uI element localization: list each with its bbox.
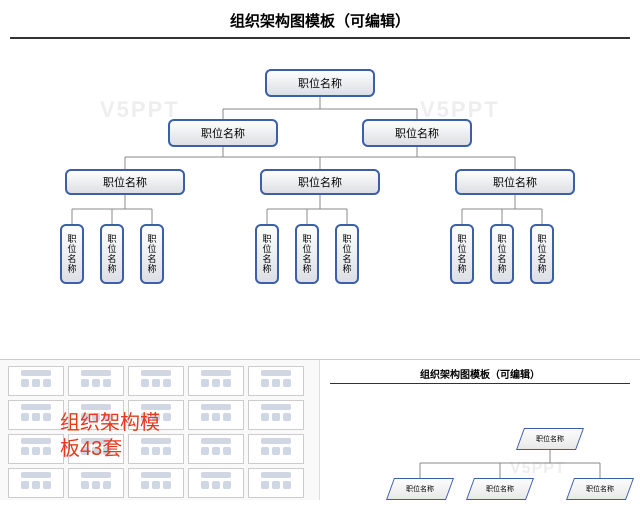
thumbnail[interactable] <box>248 434 304 464</box>
thumbnail[interactable] <box>188 468 244 498</box>
org-node: 职位名称 <box>140 224 164 284</box>
org-node: 职位名称 <box>455 169 575 195</box>
thumbnail[interactable] <box>8 468 64 498</box>
thumbnail[interactable] <box>248 366 304 396</box>
thumbnail[interactable] <box>128 366 184 396</box>
thumbnail[interactable] <box>188 366 244 396</box>
org-node: 职位名称 <box>335 224 359 284</box>
preview2-title: 组织架构图模板（可编辑） <box>320 360 640 383</box>
watermark: V5PPT <box>100 97 180 123</box>
thumbnail[interactable] <box>128 468 184 498</box>
org-node: 职位名称 <box>255 224 279 284</box>
org-chart: V5PPT V5PPT 职位名称职位名称职位名称职位名称职位名称职位名称职位名称… <box>0 39 640 359</box>
thumbnail[interactable] <box>248 468 304 498</box>
org-node: 职位名称 <box>60 224 84 284</box>
thumbnail[interactable] <box>188 434 244 464</box>
org-node: 职位名称 <box>65 169 185 195</box>
thumbnail[interactable] <box>68 366 124 396</box>
org-node: 职位名称 <box>260 169 380 195</box>
thumbnail[interactable] <box>68 468 124 498</box>
thumbnail[interactable] <box>8 366 64 396</box>
thumbnail[interactable] <box>188 400 244 430</box>
preview2-node: 职位名称 <box>516 428 584 450</box>
org-node: 职位名称 <box>450 224 474 284</box>
page-title: 组织架构图模板（可编辑） <box>0 0 640 37</box>
thumbnail[interactable] <box>248 400 304 430</box>
preview2-node: 职位名称 <box>566 478 634 500</box>
thumbnail[interactable] <box>8 434 64 464</box>
org-node: 职位名称 <box>168 119 278 147</box>
org-node: 职位名称 <box>530 224 554 284</box>
org-node: 职位名称 <box>265 69 375 97</box>
org-node: 职位名称 <box>490 224 514 284</box>
main-slide: 组织架构图模板（可编辑） V5PPT V5PPT 职位名称职位名称职位名称职位名… <box>0 0 640 360</box>
thumbnail[interactable] <box>8 400 64 430</box>
watermark: V5PPT <box>510 460 566 478</box>
preview2-node: 职位名称 <box>466 478 534 500</box>
org-node: 职位名称 <box>295 224 319 284</box>
preview-slide-2: 组织架构图模板（可编辑） V5PPT 职位名称职位名称职位名称职位名称 <box>320 360 640 500</box>
org-node: 职位名称 <box>100 224 124 284</box>
thumb-overlay-text: 组织架构模板43套 <box>60 410 160 462</box>
org-node: 职位名称 <box>362 119 472 147</box>
thumbnail-grid: 组织架构模板43套 <box>0 360 320 500</box>
preview2-node: 职位名称 <box>386 478 454 500</box>
